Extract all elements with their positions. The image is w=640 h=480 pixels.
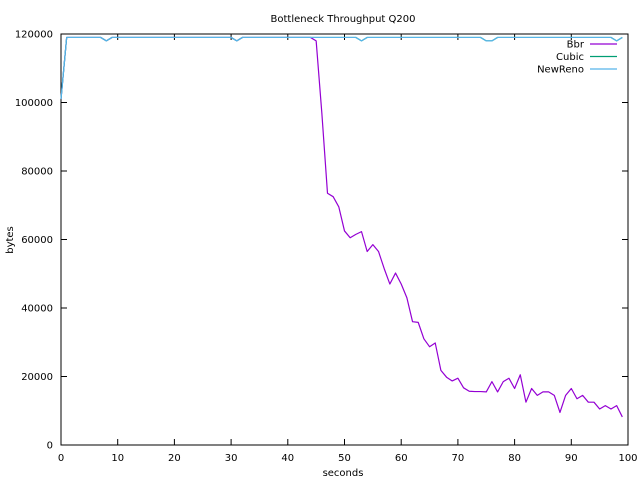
y-axis-ticks: 0 20000 40000 60000 80000 100000 120000 xyxy=(15,30,628,452)
x-tick-label: 20 xyxy=(168,453,181,464)
series-line-newreno xyxy=(60,36,623,100)
chart-title: Bottleneck Throughput Q200 xyxy=(271,14,416,25)
x-tick-label: 50 xyxy=(338,453,351,464)
y-tick-label: 0 xyxy=(47,441,53,452)
y-tick-label: 20000 xyxy=(21,372,53,383)
x-tick-label: 60 xyxy=(395,453,408,464)
y-tick-label: 120000 xyxy=(15,30,53,41)
x-tick-label: 100 xyxy=(618,453,637,464)
y-tick-label: 40000 xyxy=(21,304,53,315)
x-tick-label: 40 xyxy=(281,453,294,464)
x-tick-label: 70 xyxy=(452,453,465,464)
x-axis-label: seconds xyxy=(323,468,364,479)
x-axis-ticks: 0 10 20 30 40 50 60 70 80 90 100 xyxy=(58,34,638,464)
legend-label-newreno: NewReno xyxy=(537,65,584,76)
y-tick-label: 80000 xyxy=(21,167,53,178)
x-tick-label: 0 xyxy=(58,453,64,464)
legend-label-bbr: Bbr xyxy=(567,40,585,51)
legend-label-cubic: Cubic xyxy=(556,52,584,63)
y-tick-label: 60000 xyxy=(21,235,53,246)
y-axis-label: bytes xyxy=(5,226,16,254)
x-tick-label: 80 xyxy=(508,453,521,464)
y-tick-label: 100000 xyxy=(15,98,53,109)
x-tick-label: 90 xyxy=(565,453,578,464)
series-lines xyxy=(60,36,623,418)
x-tick-label: 30 xyxy=(225,453,238,464)
x-tick-label: 10 xyxy=(111,453,124,464)
